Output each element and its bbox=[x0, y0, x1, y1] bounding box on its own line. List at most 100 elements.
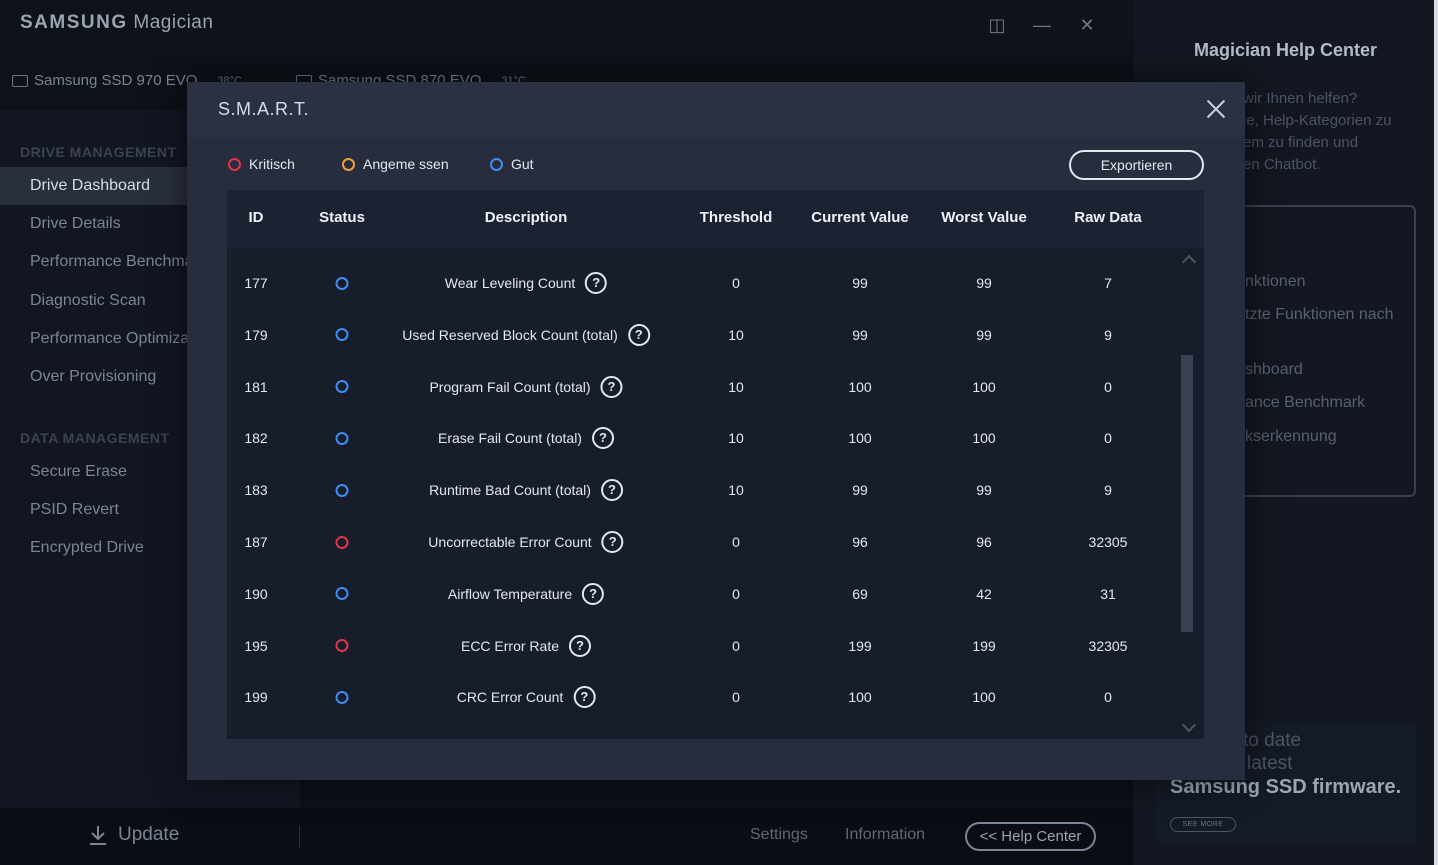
cell-status bbox=[335, 464, 349, 516]
sidebar-item-drive-details[interactable]: Drive Details bbox=[30, 215, 121, 232]
description-text: Runtime Bad Count (total) bbox=[429, 482, 591, 499]
cell-raw-data: 7 bbox=[1104, 275, 1112, 291]
good-status-icon bbox=[335, 431, 349, 445]
cell-id: 195 bbox=[244, 637, 268, 654]
cell-raw-data: 0 bbox=[1104, 430, 1112, 447]
cell-current-value: 199 bbox=[848, 637, 872, 654]
information-link[interactable]: Information bbox=[845, 826, 926, 843]
good-status-icon bbox=[335, 380, 349, 394]
sidebar-item-secure-erase[interactable]: Secure Erase bbox=[30, 463, 127, 480]
close-icon[interactable] bbox=[1203, 96, 1229, 122]
cell-current-value: 69 bbox=[852, 585, 868, 602]
help-question-icon[interactable]: ? bbox=[582, 582, 605, 605]
column-header-worst-value: Worst Value bbox=[941, 209, 1027, 226]
update-button[interactable]: Update bbox=[88, 824, 179, 846]
good-status-icon bbox=[335, 690, 349, 704]
minimize-icon[interactable]: — bbox=[1033, 15, 1051, 35]
cell-threshold: 10 bbox=[728, 326, 744, 343]
column-header-current-value: Current Value bbox=[811, 209, 909, 226]
description-text: Uncorrectable Error Count bbox=[428, 534, 592, 550]
help-question-icon[interactable]: ? bbox=[585, 272, 608, 294]
help-item[interactable]: shboard bbox=[1245, 361, 1303, 378]
cell-status bbox=[335, 412, 349, 464]
legend-label: Gut bbox=[511, 156, 534, 172]
cell-id: 181 bbox=[244, 378, 268, 395]
critical-status-icon bbox=[335, 535, 349, 549]
critical-status-icon bbox=[228, 157, 241, 171]
scroll-up-icon[interactable] bbox=[1181, 252, 1195, 266]
cell-worst-value: 99 bbox=[976, 275, 992, 291]
description-text: Erase Fail Count (total) bbox=[438, 430, 582, 447]
cell-id: 199 bbox=[244, 689, 268, 706]
scrollbar-thumb[interactable] bbox=[1181, 355, 1193, 632]
legend-critical: Kritisch bbox=[228, 156, 295, 172]
description-text: Airflow Temperature bbox=[447, 585, 573, 602]
cell-raw-data: 31 bbox=[1100, 585, 1116, 602]
promo-line: to date bbox=[1243, 730, 1302, 751]
scroll-down-icon[interactable] bbox=[1181, 720, 1195, 734]
sidebar-item-over-provisioning[interactable]: Over Provisioning bbox=[30, 368, 157, 385]
sidebar-item-psid-revert[interactable]: PSID Revert bbox=[30, 501, 119, 518]
bottom-bar: Update Settings Information << Help Cent… bbox=[0, 808, 1133, 865]
title-bar: SAMSUNG Magician ◫ — ✕ bbox=[0, 0, 1133, 55]
divider bbox=[299, 826, 300, 848]
cell-worst-value: 99 bbox=[976, 482, 992, 499]
cell-worst-value: 96 bbox=[976, 534, 992, 550]
cell-description: Airflow Temperature? bbox=[447, 568, 605, 620]
cell-id: 183 bbox=[244, 482, 268, 499]
help-question-icon[interactable]: ? bbox=[569, 634, 592, 657]
cell-raw-data: 32305 bbox=[1088, 637, 1128, 654]
good-status-icon bbox=[490, 157, 503, 171]
table-scrollbar[interactable] bbox=[1181, 250, 1195, 739]
good-status-icon bbox=[335, 483, 349, 497]
table-row: 179 Used Reserved Block Count (total)? 10 9… bbox=[227, 309, 1177, 361]
help-question-icon[interactable]: ? bbox=[600, 375, 623, 398]
cell-current-value: 100 bbox=[848, 378, 872, 395]
cell-description: CRC Error Count? bbox=[457, 671, 596, 723]
see-more-button[interactable]: SEE MORE bbox=[1170, 817, 1236, 832]
dialog-header: S.M.A.R.T. bbox=[187, 82, 1245, 138]
help-item[interactable]: kserkennung bbox=[1245, 428, 1337, 445]
cell-id: 190 bbox=[244, 585, 268, 602]
table-row: 182 Erase Fail Count (total)? 10 100 100 0 bbox=[227, 412, 1177, 464]
help-question-icon[interactable]: ? bbox=[591, 427, 614, 450]
description-text: ECC Error Rate bbox=[460, 637, 560, 654]
cell-threshold: 10 bbox=[728, 378, 744, 395]
cell-status bbox=[335, 309, 349, 361]
cell-worst-value: 199 bbox=[972, 637, 996, 654]
sidebar-item-diagnostic-scan[interactable]: Diagnostic Scan bbox=[30, 292, 146, 309]
table-row: 199 CRC Error Count? 0 100 100 0 bbox=[227, 671, 1177, 723]
table-row: 187 Uncorrectable Error Count? 0 96 96 32305 bbox=[227, 516, 1177, 568]
cell-description: Wear Leveling Count? bbox=[444, 257, 608, 309]
help-intro-line: em zu finden und bbox=[1243, 134, 1359, 151]
legend-acceptable: Angeme ssen bbox=[342, 156, 449, 172]
cell-description: Runtime Bad Count (total)? bbox=[429, 464, 623, 516]
sidebar-item-performance-optimization[interactable]: Performance Optimization bbox=[30, 330, 215, 347]
help-intro-line: wir Ihnen helfen? bbox=[1243, 90, 1358, 107]
column-header-description: Description bbox=[484, 209, 568, 226]
settings-link[interactable]: Settings bbox=[750, 826, 808, 843]
download-icon bbox=[90, 826, 106, 845]
help-item[interactable]: nktionen bbox=[1245, 273, 1306, 290]
cell-current-value: 100 bbox=[848, 689, 872, 706]
cell-threshold: 0 bbox=[732, 534, 740, 550]
sidebar-item-encrypted-drive[interactable]: Encrypted Drive bbox=[30, 539, 144, 556]
help-question-icon[interactable]: ? bbox=[601, 531, 624, 553]
sidebar-item-performance-benchmark[interactable]: Performance Benchmark bbox=[30, 253, 207, 270]
close-window-icon[interactable]: ✕ bbox=[1079, 15, 1095, 35]
help-question-icon[interactable]: ? bbox=[627, 323, 650, 346]
export-button[interactable]: Exportieren bbox=[1069, 150, 1204, 180]
column-header-id: ID bbox=[248, 209, 264, 226]
restore-icon[interactable]: ◫ bbox=[988, 15, 1006, 35]
good-status-icon bbox=[335, 328, 349, 342]
cell-status bbox=[335, 620, 349, 672]
cell-raw-data: 9 bbox=[1104, 482, 1112, 499]
cell-status bbox=[335, 516, 349, 568]
help-center-button[interactable]: << Help Center bbox=[965, 822, 1096, 851]
help-item[interactable]: ance Benchmark bbox=[1245, 394, 1366, 411]
cell-description: Program Fail Count (total)? bbox=[429, 361, 623, 413]
help-item[interactable]: tzte Funktionen nach bbox=[1245, 306, 1394, 323]
description-text: Wear Leveling Count bbox=[444, 275, 576, 291]
help-question-icon[interactable]: ? bbox=[600, 479, 623, 502]
help-question-icon[interactable]: ? bbox=[573, 686, 596, 709]
